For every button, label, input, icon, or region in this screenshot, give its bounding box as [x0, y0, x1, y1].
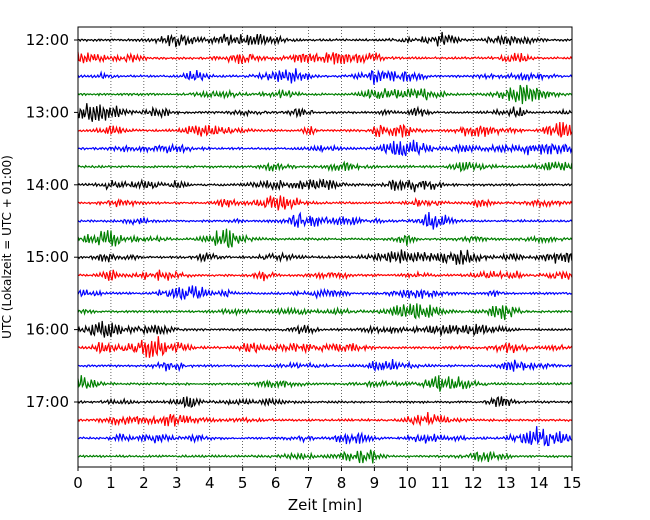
- trace-line-22: [77, 412, 573, 427]
- plot-frame: [77, 26, 573, 468]
- x-tick-label-4: 4: [205, 474, 215, 492]
- trace-line-24: [77, 449, 572, 464]
- trace-line-7: [77, 139, 573, 157]
- trace-line-5: [77, 103, 573, 122]
- x-tick-label-6: 6: [271, 474, 281, 492]
- x-tick-label-9: 9: [370, 474, 380, 492]
- y-axis-label: UTC (Lokalzeit = UTC + 01:00): [0, 155, 14, 339]
- x-tick-label-11: 11: [431, 474, 450, 492]
- seismic-traces: [77, 31, 573, 464]
- y-tick-label-12:00: 12:00: [26, 31, 69, 49]
- x-tick-label-14: 14: [530, 474, 549, 492]
- trace-line-14: [77, 269, 573, 282]
- x-axis-ticks: 0 1 2 3 4 5 6 7 8 9 10 11 12 13 14 15: [73, 467, 582, 492]
- plot-background: [78, 27, 572, 467]
- trace-line-15: [77, 285, 573, 301]
- trace-line-21: [77, 396, 573, 409]
- x-tick-label-12: 12: [464, 474, 483, 492]
- y-tick-label-17:00: 17:00: [26, 393, 69, 411]
- trace-line-17: [77, 320, 573, 338]
- x-tick-label-2: 2: [139, 474, 149, 492]
- trace-line-3: [77, 68, 573, 85]
- trace-line-20: [77, 375, 573, 392]
- y-tick-label-16:00: 16:00: [26, 321, 69, 339]
- trace-line-4: [77, 84, 573, 105]
- trace-line-10: [77, 195, 573, 211]
- x-axis-label: Zeit [min]: [288, 496, 362, 514]
- trace-line-18: [77, 336, 573, 358]
- x-tick-label-3: 3: [172, 474, 182, 492]
- x-tick-label-10: 10: [398, 474, 417, 492]
- trace-line-1: [77, 31, 573, 48]
- y-tick-label-14:00: 14:00: [26, 176, 69, 194]
- x-tick-label-5: 5: [238, 474, 248, 492]
- trace-line-9: [77, 177, 573, 193]
- trace-line-11: [77, 211, 573, 230]
- x-tick-label-1: 1: [106, 474, 116, 492]
- y-axis-ticks: 12:00 13:00 14:00 15:00 16:00 17:00: [26, 31, 78, 411]
- y-tick-label-13:00: 13:00: [26, 103, 69, 121]
- x-tick-label-7: 7: [304, 474, 314, 492]
- x-tick-label-8: 8: [337, 474, 347, 492]
- trace-line-8: [77, 160, 573, 173]
- trace-line-16: [77, 303, 573, 321]
- trace-line-23: [77, 426, 573, 447]
- trace-line-12: [77, 228, 573, 248]
- trace-line-13: [77, 249, 573, 265]
- trace-line-19: [77, 359, 573, 373]
- y-tick-label-15:00: 15:00: [26, 248, 69, 266]
- x-tick-label-0: 0: [73, 474, 83, 492]
- trace-line-6: [77, 122, 573, 138]
- x-tick-label-15: 15: [562, 474, 581, 492]
- x-tick-label-13: 13: [497, 474, 516, 492]
- trace-line-2: [77, 51, 573, 65]
